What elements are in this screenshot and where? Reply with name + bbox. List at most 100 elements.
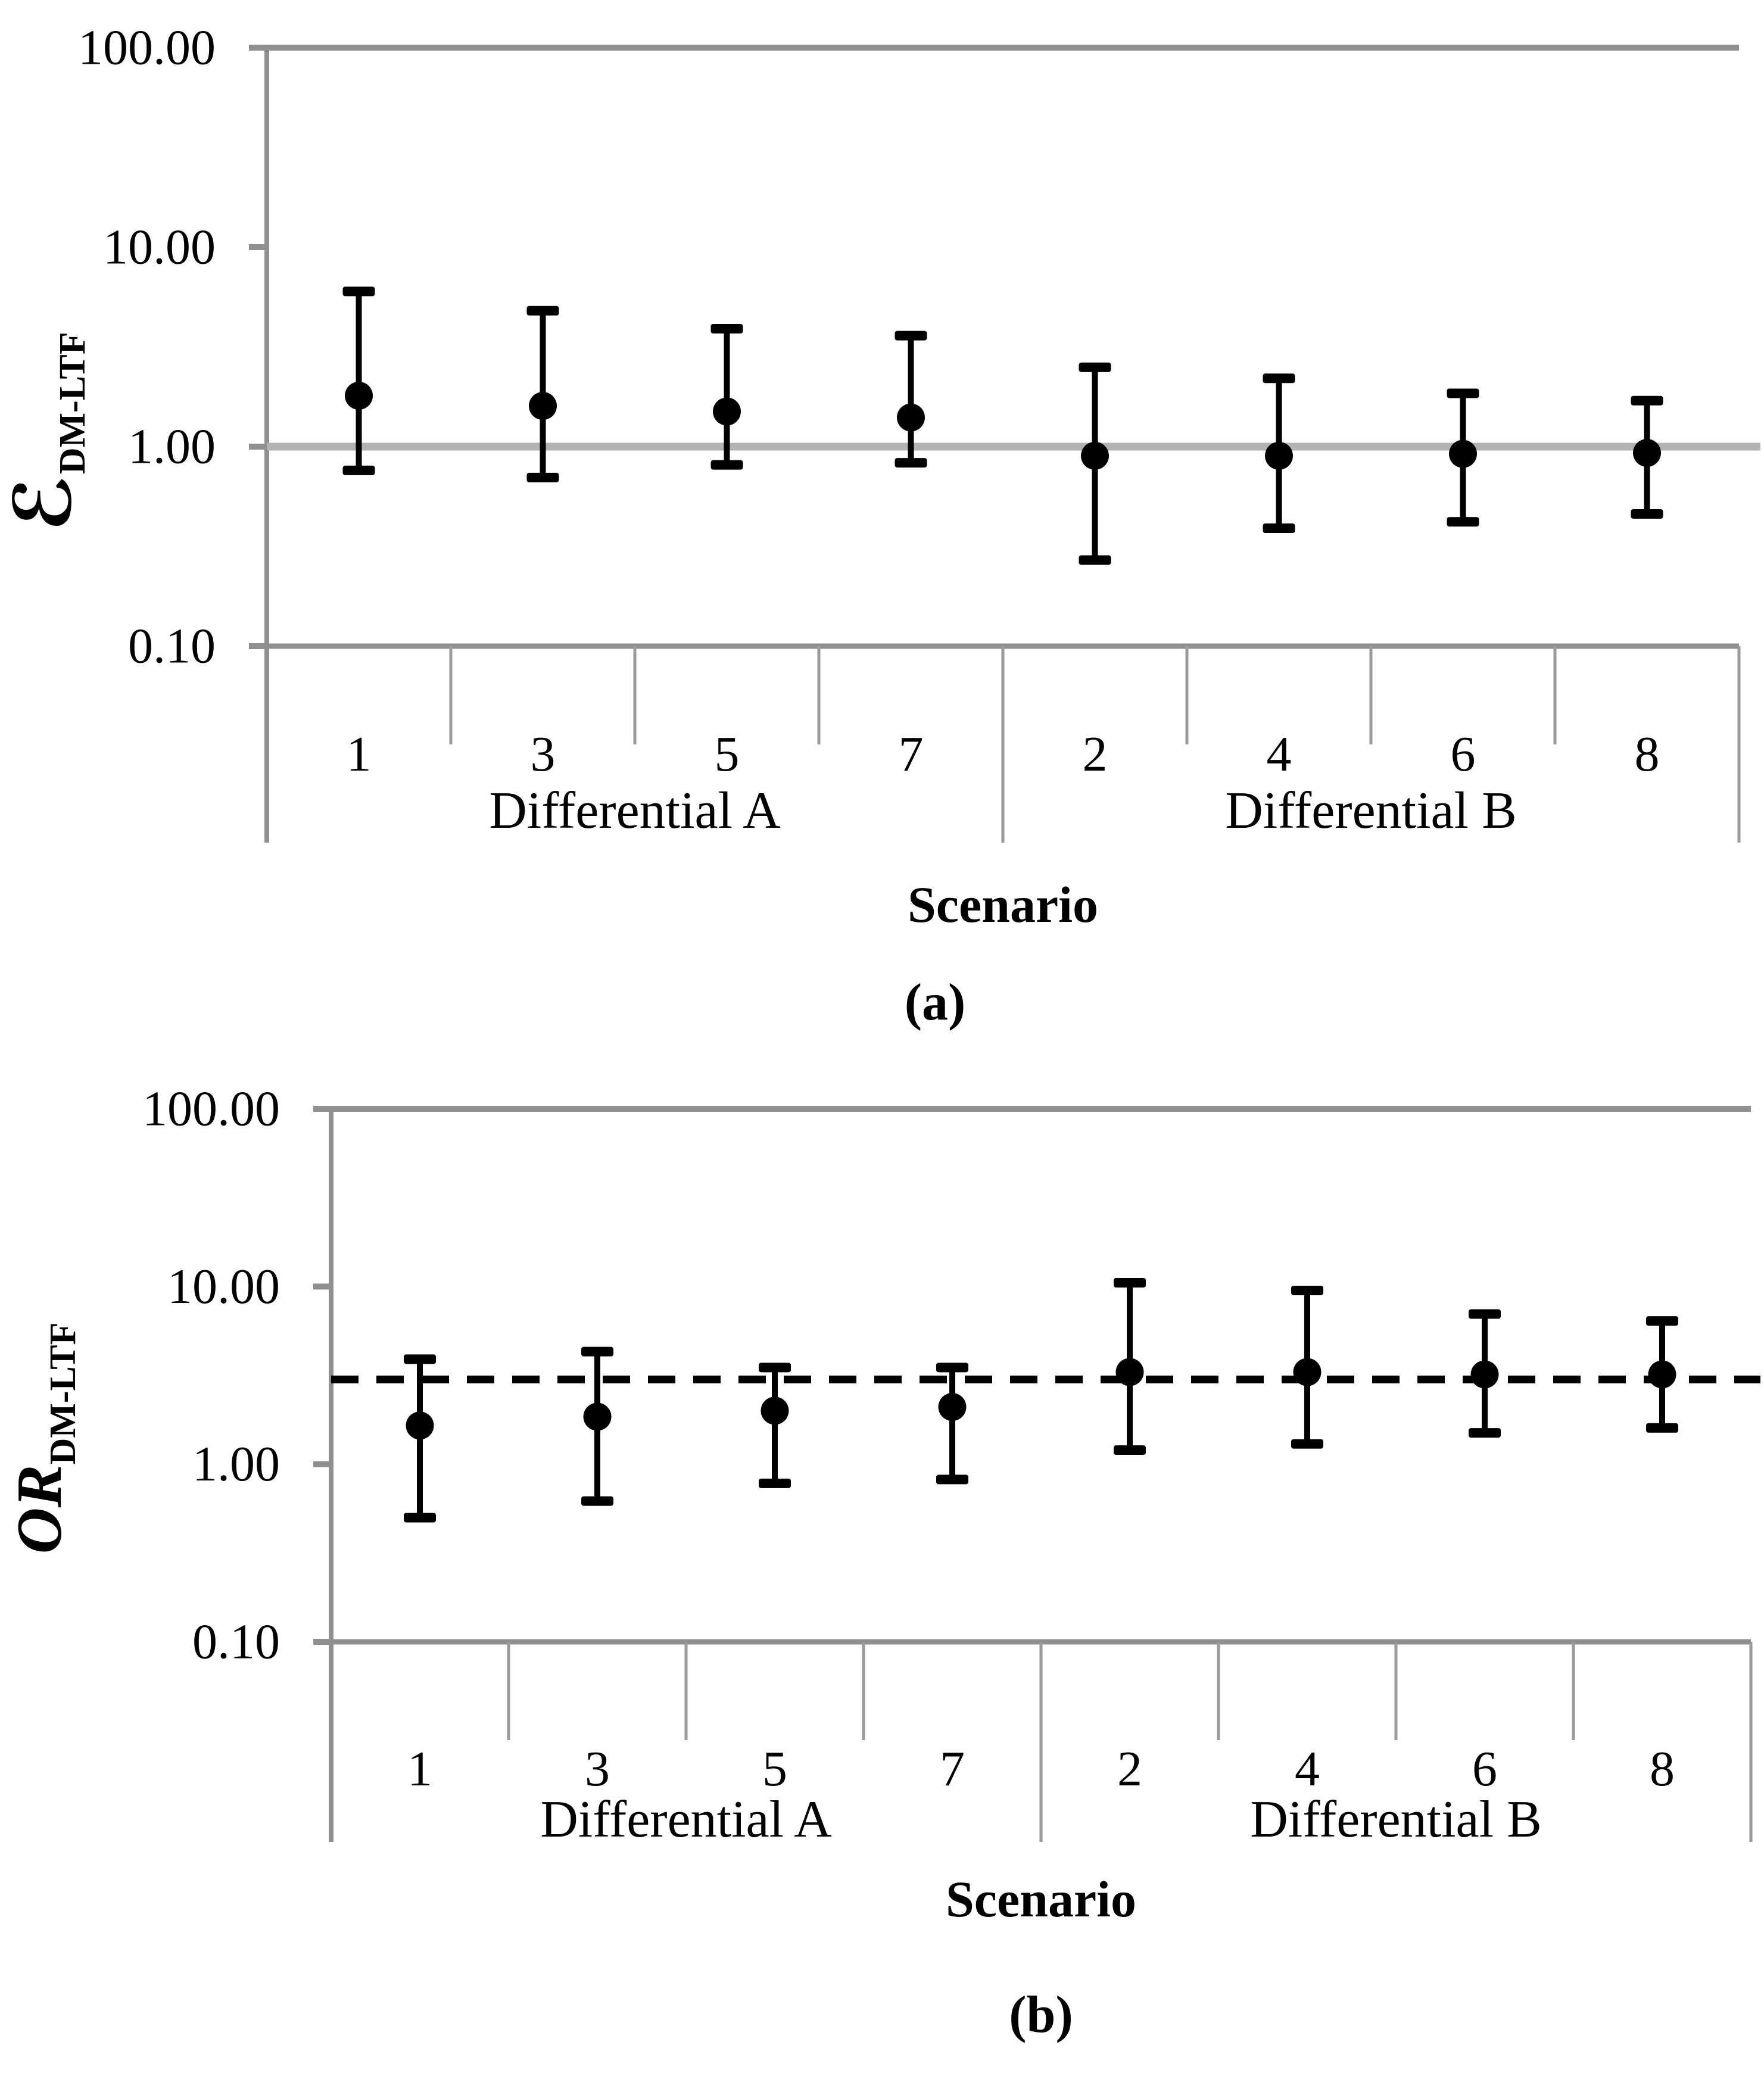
errorbar-dot bbox=[1293, 1358, 1322, 1386]
errorbar-cap-lower bbox=[936, 1475, 968, 1485]
errorbar-dot bbox=[1265, 441, 1293, 470]
errorbar-cap-upper bbox=[1469, 1309, 1501, 1319]
x-axis-title: Scenario bbox=[946, 1871, 1136, 1928]
errorbar-cap-lower bbox=[404, 1513, 436, 1523]
errorbar-cap-upper bbox=[1291, 1285, 1323, 1295]
errorbar bbox=[1447, 388, 1479, 527]
errorbar-cap-upper bbox=[895, 331, 927, 341]
errorbar bbox=[895, 331, 927, 468]
scenario-label: 7 bbox=[940, 1741, 965, 1797]
group-label: Differential B bbox=[1250, 1791, 1542, 1848]
panel-a: 100.00 10.00 1.00 0.10 1 3 5 7 2 4 6 8 Differential … bbox=[0, 20, 1760, 1031]
errorbar-cap-lower bbox=[710, 460, 743, 470]
errorbar-cap-lower bbox=[1291, 1439, 1323, 1449]
errorbar-cap-upper bbox=[936, 1363, 968, 1373]
errorbar-cap-upper bbox=[342, 286, 375, 297]
errorbar-cap-lower bbox=[1646, 1423, 1678, 1433]
errorbar-cap-lower bbox=[342, 465, 375, 475]
scenario-label: 6 bbox=[1472, 1741, 1497, 1797]
errorbar-series bbox=[342, 286, 1663, 565]
scenario-label: 5 bbox=[715, 727, 740, 782]
errorbar-dot bbox=[1115, 1358, 1144, 1386]
errorbar-cap-lower bbox=[526, 472, 559, 482]
y-tick-label: 1.00 bbox=[128, 419, 216, 475]
errorbar-cap-lower bbox=[581, 1496, 613, 1506]
errorbar-cap-upper bbox=[1631, 395, 1663, 406]
errorbar-cap-upper bbox=[710, 323, 743, 333]
errorbar-cap-upper bbox=[1263, 373, 1295, 384]
scenario-label: 4 bbox=[1295, 1741, 1320, 1797]
errorbar bbox=[1631, 395, 1663, 519]
panel-b: 100.00 10.00 1.00 0.10 1 3 5 7 2 4 6 8 Differential … bbox=[4, 1081, 1760, 2044]
scenario-label: 4 bbox=[1267, 727, 1292, 782]
x-axis-table: 1 3 5 7 2 4 6 8 Differential A Differential B bbox=[347, 646, 1741, 843]
y-tick-label: 10.00 bbox=[103, 220, 216, 275]
errorbar-cap-lower bbox=[1631, 509, 1663, 519]
errorbar-dot bbox=[1449, 439, 1477, 468]
errorbar bbox=[1469, 1309, 1501, 1438]
errorbar-dot bbox=[529, 392, 557, 420]
errorbar-cap-upper bbox=[1114, 1278, 1146, 1288]
y-tick-label: 10.00 bbox=[167, 1259, 280, 1314]
errorbar-dot bbox=[897, 403, 925, 432]
errorbar-dot bbox=[406, 1411, 434, 1440]
scenario-label: 2 bbox=[1083, 727, 1108, 782]
panel-caption: (a) bbox=[905, 974, 966, 1031]
errorbar-dot bbox=[713, 397, 741, 426]
group-label: Differential A bbox=[540, 1791, 832, 1848]
errorbar-cap-lower bbox=[895, 458, 927, 468]
errorbar bbox=[1646, 1316, 1678, 1433]
errorbar bbox=[1291, 1285, 1323, 1449]
errorbar-cap-upper bbox=[1447, 388, 1479, 398]
group-label: Differential B bbox=[1225, 782, 1517, 840]
errorbar-dot bbox=[1470, 1360, 1499, 1389]
scenario-label: 3 bbox=[585, 1741, 610, 1797]
errorbar bbox=[1263, 373, 1295, 533]
errorbar-cap-lower bbox=[1263, 523, 1295, 533]
errorbar-dot bbox=[583, 1402, 612, 1431]
errorbar-dot bbox=[1081, 441, 1109, 470]
plot-grid bbox=[249, 45, 1739, 843]
errorbar-cap-lower bbox=[1114, 1445, 1146, 1455]
errorbar-dot bbox=[1633, 439, 1661, 467]
errorbar-cap-upper bbox=[1079, 362, 1111, 372]
errorbar-cap-upper bbox=[759, 1363, 791, 1373]
errorbar bbox=[404, 1354, 436, 1523]
errorbar bbox=[1114, 1278, 1146, 1455]
plot-grid bbox=[313, 1106, 1751, 1842]
scenario-label: 8 bbox=[1650, 1741, 1675, 1797]
errorbar-cap-lower bbox=[1447, 517, 1479, 527]
errorbar bbox=[936, 1363, 968, 1485]
x-axis-title: Scenario bbox=[908, 876, 1098, 933]
scenario-label: 7 bbox=[899, 727, 924, 782]
errorbar-cap-lower bbox=[759, 1478, 791, 1488]
y-tick-label: 1.00 bbox=[192, 1436, 280, 1492]
errorbar-cap-upper bbox=[581, 1346, 613, 1357]
y-tick-label: 0.10 bbox=[128, 619, 216, 674]
errorbar-dot bbox=[938, 1393, 967, 1422]
y-axis-title: ℰDM-LTF bbox=[0, 332, 93, 531]
y-tick-label: 0.10 bbox=[192, 1614, 280, 1670]
scenario-label: 6 bbox=[1451, 727, 1476, 782]
errorbar bbox=[526, 306, 559, 482]
x-axis-table: 1 3 5 7 2 4 6 8 Differential A Differential B bbox=[407, 1642, 1753, 1848]
errorbar bbox=[581, 1346, 613, 1506]
group-label: Differential A bbox=[489, 782, 781, 840]
scenario-label: 3 bbox=[531, 727, 556, 782]
errorbar-cap-upper bbox=[1646, 1316, 1678, 1326]
scenario-label: 1 bbox=[347, 727, 372, 782]
errorbar-cap-lower bbox=[1079, 555, 1111, 565]
scenario-label: 5 bbox=[762, 1741, 787, 1797]
y-axis-title: ORDM-LTF bbox=[4, 1323, 83, 1554]
errorbar-cap-lower bbox=[1469, 1428, 1501, 1438]
errorbar-cap-upper bbox=[526, 306, 559, 316]
errorbar bbox=[342, 286, 375, 475]
errorbar bbox=[710, 323, 743, 470]
errorbar-dot bbox=[1648, 1360, 1676, 1389]
scenario-label: 2 bbox=[1117, 1741, 1142, 1797]
errorbar-cap-upper bbox=[404, 1354, 436, 1364]
errorbar-series bbox=[404, 1278, 1678, 1523]
errorbar bbox=[1079, 362, 1111, 565]
